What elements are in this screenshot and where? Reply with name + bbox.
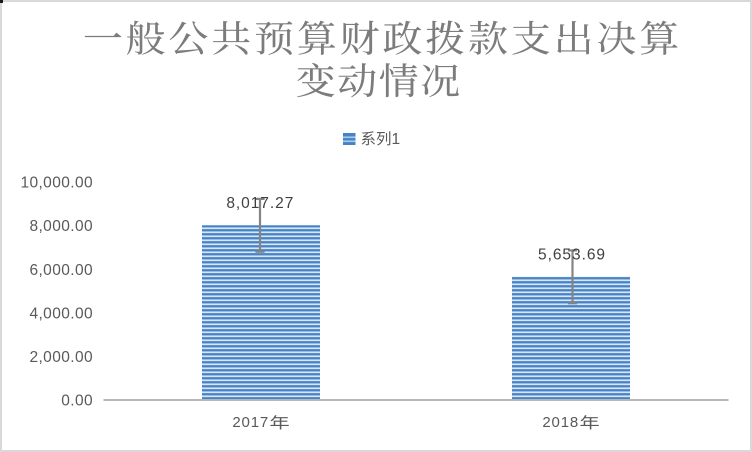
- svg-text:8,000.00: 8,000.00: [29, 218, 93, 235]
- svg-text:2,000.00: 2,000.00: [29, 349, 93, 366]
- svg-text:6,000.00: 6,000.00: [29, 262, 93, 279]
- svg-text:2017: 2017: [232, 414, 269, 431]
- svg-text:10,000.00: 10,000.00: [20, 175, 93, 192]
- svg-text:4,000.00: 4,000.00: [29, 305, 93, 322]
- svg-text:2018: 2018: [542, 414, 579, 431]
- svg-text:8,017.27: 8,017.27: [226, 195, 294, 212]
- svg-text:0.00: 0.00: [61, 393, 93, 410]
- svg-text:5,653.69: 5,653.69: [538, 247, 606, 264]
- svg-text:1: 1: [392, 131, 401, 148]
